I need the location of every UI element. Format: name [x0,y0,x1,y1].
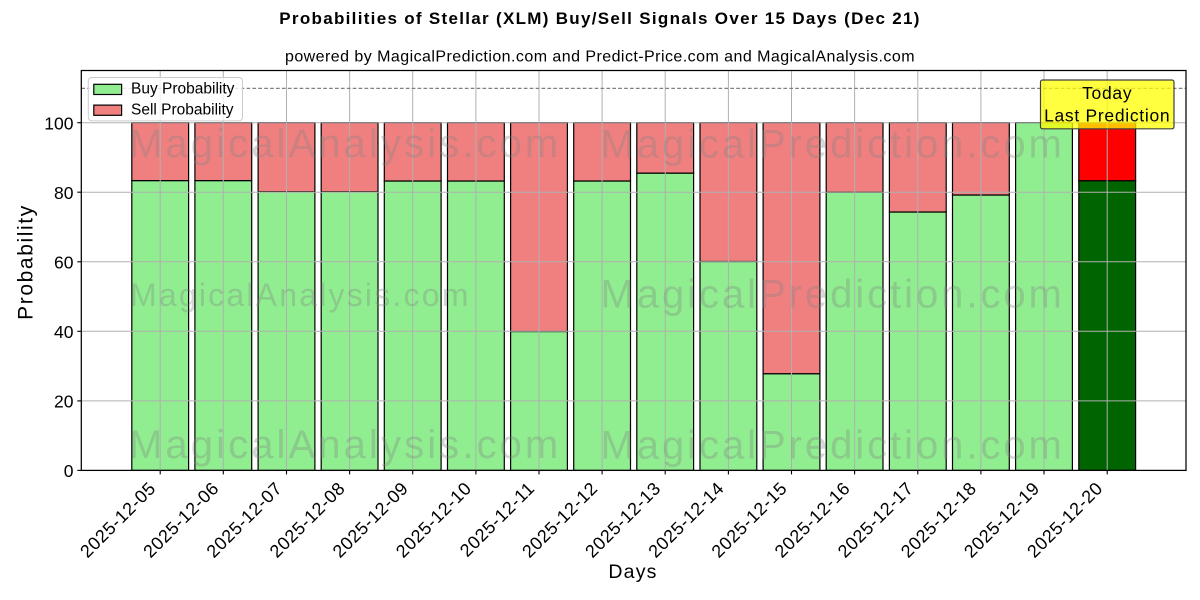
svg-text:MagicalPrediction.com: MagicalPrediction.com [601,273,1065,317]
svg-text:powered by MagicalPrediction.c: powered by MagicalPrediction.com and Pre… [285,49,915,66]
svg-text:Today: Today [1082,83,1132,103]
svg-text:80: 80 [54,183,74,203]
svg-text:Buy Probability: Buy Probability [131,81,235,98]
svg-text:Probability: Probability [15,204,38,320]
svg-text:Probabilities of Stellar (XLM): Probabilities of Stellar (XLM) Buy/Sell … [279,9,920,28]
svg-text:Last Prediction: Last Prediction [1044,106,1170,126]
svg-text:Sell Probability: Sell Probability [131,101,234,118]
svg-text:Days: Days [608,561,657,583]
svg-text:40: 40 [54,322,74,342]
svg-text:MagicalPrediction.com: MagicalPrediction.com [601,123,1065,167]
svg-text:60: 60 [54,253,74,273]
svg-text:0: 0 [64,461,74,481]
svg-text:MagicalAnalysis.com: MagicalAnalysis.com [129,122,561,166]
svg-text:100: 100 [44,114,73,134]
svg-text:MagicalAnalysis.com: MagicalAnalysis.com [130,277,471,313]
svg-text:20: 20 [54,392,74,412]
svg-text:MagicalPrediction.com: MagicalPrediction.com [601,424,1065,468]
svg-text:MagicalAnalysis.com: MagicalAnalysis.com [129,423,561,467]
